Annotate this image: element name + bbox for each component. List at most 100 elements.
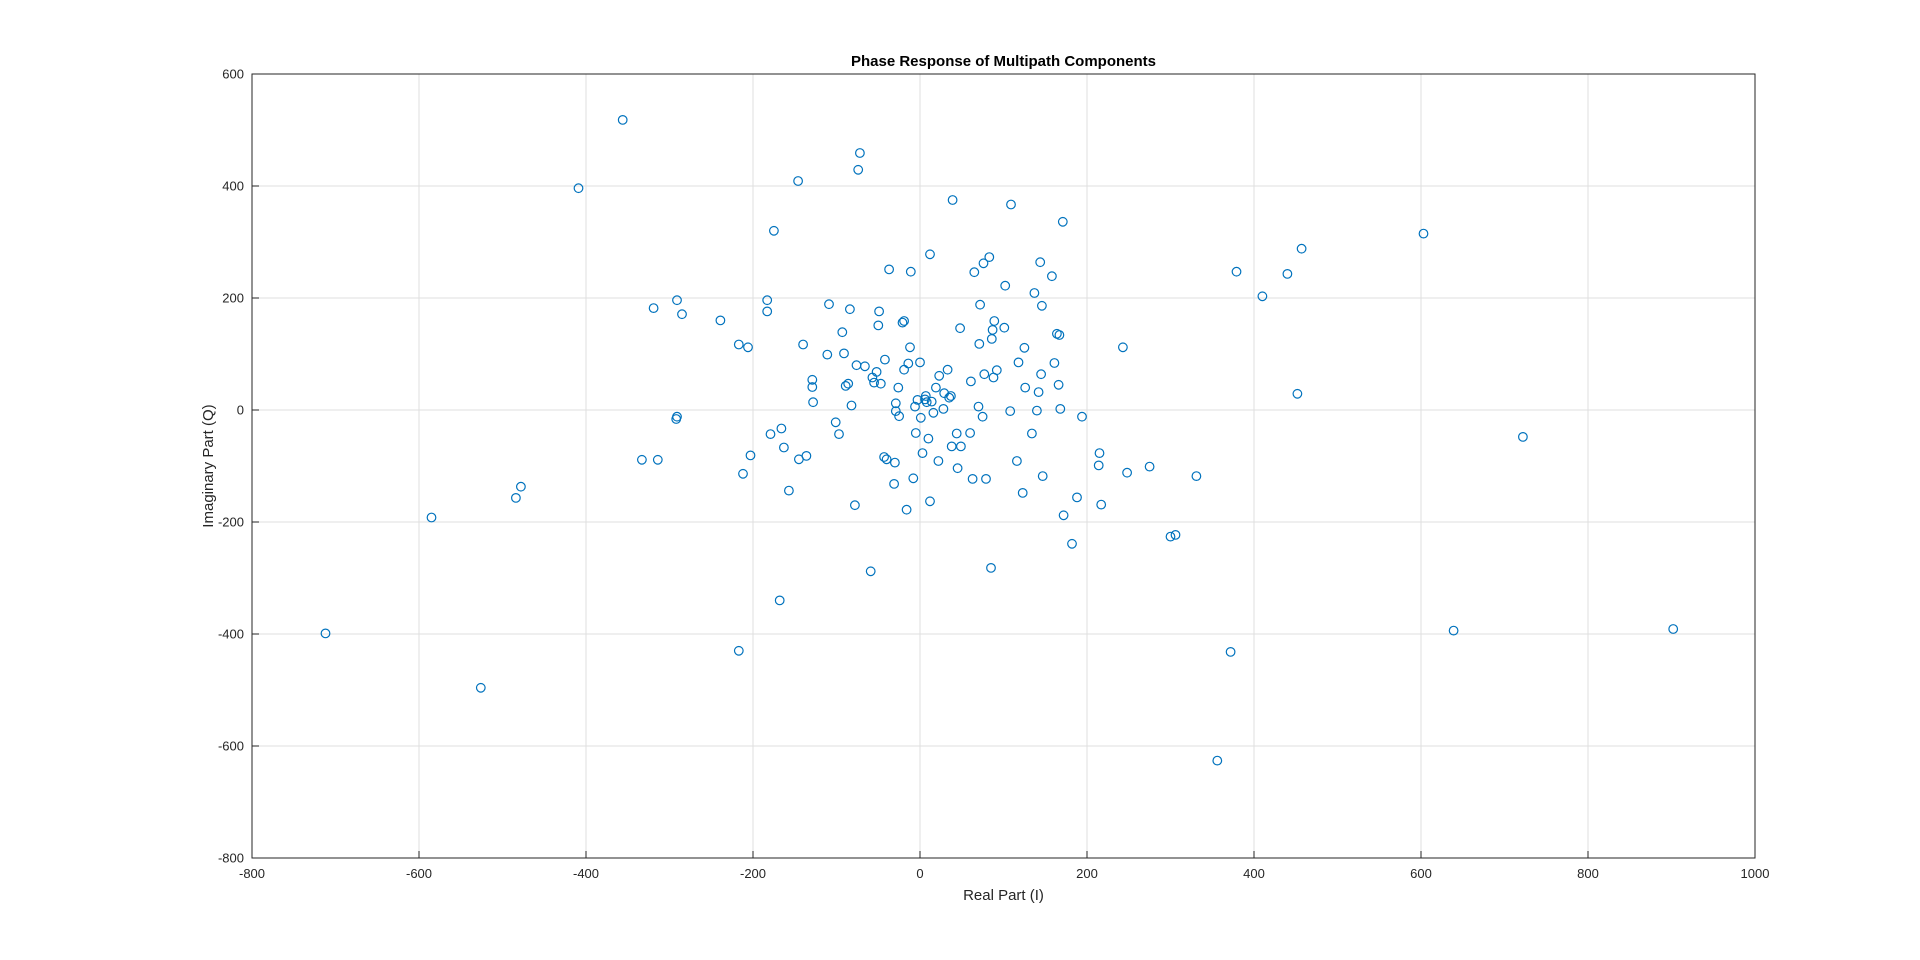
data-point (928, 407, 939, 418)
data-point (801, 451, 812, 461)
data-point (952, 463, 963, 474)
data-point (915, 357, 925, 368)
axis-ticks: -800 -600 -400 -200 0 200 400 600 800 1000 -800 -60… (218, 67, 1769, 882)
data-point (884, 264, 894, 275)
data-point (978, 258, 989, 269)
data-point (942, 364, 953, 375)
data-point (1418, 228, 1429, 239)
x-tick-label: -400 (573, 866, 599, 881)
plot-area-border (251, 73, 1756, 859)
data-point (1144, 461, 1155, 472)
data-point (617, 114, 628, 125)
data-point (715, 315, 726, 326)
data-point (869, 377, 879, 388)
data-point (1055, 404, 1066, 414)
data-point (1057, 216, 1068, 227)
data-point (1000, 280, 1011, 291)
data-point (934, 370, 945, 381)
data-point (745, 450, 756, 461)
data-point (850, 500, 860, 511)
data-point (846, 400, 857, 411)
data-point (320, 628, 331, 639)
data-point (969, 267, 980, 278)
data-point (1165, 531, 1176, 542)
data-point (1122, 467, 1132, 478)
data-point (1231, 266, 1242, 277)
data-point (426, 512, 437, 523)
data-point (834, 429, 844, 440)
x-tick-label: 200 (1076, 866, 1098, 881)
data-point (1031, 405, 1042, 416)
data-point (912, 395, 923, 405)
data-point (1013, 357, 1024, 368)
data-point (867, 372, 878, 383)
data-point (1036, 369, 1046, 380)
data-point (845, 304, 855, 315)
data-point (875, 378, 886, 389)
data-point (956, 441, 966, 452)
data-point (880, 354, 890, 365)
grid (251, 73, 1756, 859)
data-point (947, 195, 958, 205)
data-point (837, 327, 848, 338)
data-point (944, 392, 955, 403)
data-point (899, 364, 909, 375)
data-point (999, 322, 1010, 333)
data-point (733, 645, 744, 656)
data-point (915, 412, 926, 423)
data-point (926, 396, 937, 407)
data-point (762, 306, 773, 317)
data-point (830, 417, 841, 428)
data-point (824, 299, 834, 310)
data-point (967, 474, 978, 484)
data-point (1292, 388, 1303, 399)
data-point (894, 411, 904, 422)
data-point (903, 358, 914, 369)
data-point (1093, 460, 1104, 471)
x-tick-label: 800 (1577, 866, 1599, 881)
data-point (1058, 510, 1069, 521)
y-tick-label: 200 (222, 291, 244, 306)
data-point (784, 485, 794, 496)
data-point (808, 397, 818, 408)
data-point (1019, 342, 1030, 353)
data-point (981, 474, 991, 484)
data-point (1049, 358, 1060, 368)
data-point (1296, 243, 1307, 254)
data-point (955, 323, 965, 334)
data-point (984, 252, 995, 263)
data-point (975, 299, 985, 310)
data-point (1225, 647, 1236, 657)
data-point (1035, 257, 1046, 268)
data-point (516, 481, 526, 492)
data-point (475, 682, 486, 693)
data-point (987, 325, 998, 335)
x-tick-label: 1000 (1741, 866, 1770, 881)
data-point (1026, 428, 1037, 439)
data-point (1036, 300, 1047, 311)
x-tick-label: -600 (406, 866, 432, 881)
data-point (1517, 432, 1528, 442)
data-point (977, 411, 988, 422)
data-point (1072, 492, 1082, 503)
x-tick-label: 400 (1243, 866, 1265, 881)
data-point (573, 183, 584, 194)
data-point (979, 369, 990, 380)
data-point (807, 374, 818, 385)
data-point (973, 401, 984, 412)
data-point (905, 342, 915, 353)
x-tick-label: -200 (740, 866, 766, 881)
data-point (920, 391, 931, 401)
data-point (905, 266, 916, 277)
data-point (986, 334, 997, 344)
data-point (793, 176, 803, 186)
data-point (855, 148, 865, 158)
data-point (921, 397, 932, 408)
data-point (853, 164, 864, 175)
data-point (946, 391, 956, 401)
data-point (1053, 379, 1064, 390)
data-point (946, 441, 957, 452)
data-points (320, 114, 1679, 766)
